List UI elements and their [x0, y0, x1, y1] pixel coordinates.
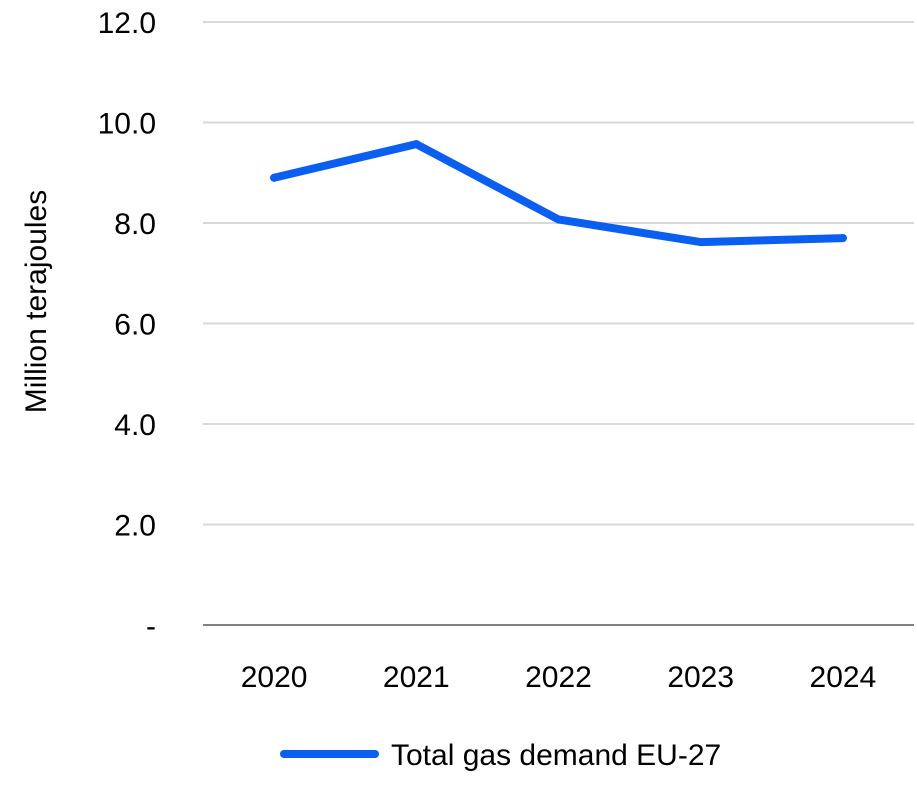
data-point: [554, 215, 563, 224]
series-line: [270, 140, 847, 247]
y-axis-title: Million terajoules: [20, 190, 53, 413]
x-tick-label: 2024: [810, 661, 877, 694]
x-tick-label: 2021: [383, 661, 450, 694]
legend: Total gas demand EU-27: [280, 739, 721, 772]
gridlines: [203, 21, 914, 526]
y-tick-label: 10.0: [98, 108, 156, 141]
data-point: [696, 238, 705, 247]
y-tick-label: 8.0: [114, 208, 156, 241]
legend-label: Total gas demand EU-27: [391, 739, 721, 772]
data-point: [412, 140, 421, 149]
x-tick-label: 2022: [525, 661, 592, 694]
y-tick-label: 4.0: [114, 409, 156, 442]
data-point: [270, 173, 279, 182]
y-tick-label: 2.0: [114, 510, 156, 543]
y-tick-label: 6.0: [114, 309, 156, 342]
y-tick-label: -: [146, 610, 156, 643]
y-axis-tick-labels: - 2.0 4.0 6.0 8.0 10.0 12.0: [98, 7, 156, 643]
series-lines: [270, 140, 847, 247]
data-point: [838, 234, 847, 243]
x-tick-label: 2023: [667, 661, 734, 694]
x-tick-label: 2020: [241, 661, 308, 694]
y-tick-label: 12.0: [98, 7, 156, 40]
x-axis-tick-labels: 2020 2021 2022 2023 2024: [241, 661, 877, 694]
